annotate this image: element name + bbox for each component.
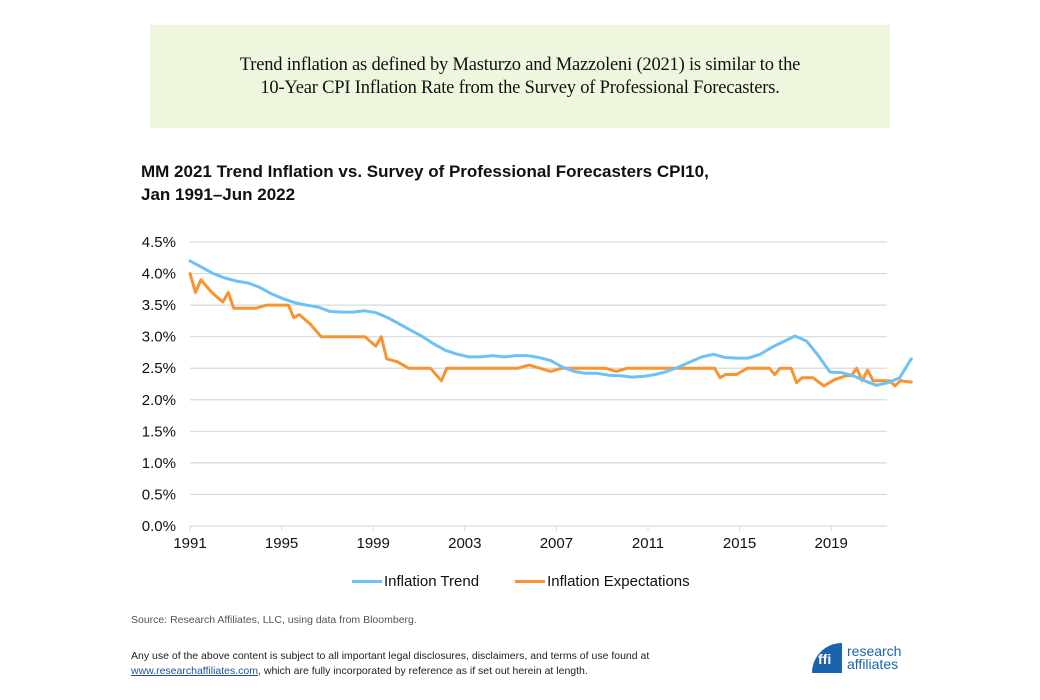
y-axis-ticks: 0.0% 0.5% 1.0% 1.5% 2.0% 2.5% 3.0% 3.5% 4.0% 4.5% [142,234,176,535]
grid-lines [190,241,887,527]
y-tick-label: 1.5% [142,423,176,440]
x-tick-label: 1995 [265,535,298,552]
logo-mark-icon: ffi [812,643,842,673]
banner-line-1: Trend inflation as defined by Masturzo a… [239,54,801,75]
x-tick-label: 1999 [357,535,390,552]
x-axis-ticks: 1991 1995 1999 2003 2007 2011 2015 2019 [173,526,848,552]
legend-label-inflation-trend: Inflation Trend [384,573,480,590]
logo-line-1: research [847,643,902,659]
chart-legend: Inflation Trend Inflation Expectations [352,573,690,590]
x-tick-label: 2019 [815,535,848,552]
chart-title-line-2: Jan 1991–Jun 2022 [141,185,296,204]
disclaimer: Any use of the above content is subject … [131,649,649,679]
legend-item-inflation-trend: Inflation Trend [352,573,479,590]
y-tick-label: 0.0% [142,518,176,535]
legend-item-inflation-expectations: Inflation Expectations [515,573,690,590]
source-note: Source: Research Affiliates, LLC, using … [131,614,417,626]
y-tick-label: 0.5% [142,486,176,503]
research-affiliates-logo: ffi research affiliates [812,643,901,673]
legend-swatch-inflation-expectations [515,580,546,583]
website-link[interactable]: www.researchaffiliates.com [131,665,259,677]
chart-title: MM 2021 Trend Inflation vs. Survey of Pr… [141,160,709,206]
x-tick-label: 2003 [448,535,481,552]
banner-line-2: 10-Year CPI Inflation Rate from the Surv… [260,77,780,98]
y-tick-label: 1.0% [142,455,176,472]
logo-line-2: affiliates [847,656,899,672]
logo-wordmark: research affiliates [847,643,902,672]
y-tick-label: 2.0% [142,392,176,409]
legend-swatch-inflation-trend [352,580,382,583]
x-tick-label: 2015 [723,535,756,552]
callout-banner: Trend inflation as defined by Masturzo a… [150,25,890,128]
disclaimer-line-1: Any use of the above content is subject … [131,650,650,662]
series-lines [188,259,913,388]
x-tick-label: 2011 [632,535,664,552]
x-tick-label: 1991 [173,535,206,552]
x-tick-label: 2007 [540,535,573,552]
series-line-inflation-trend [188,259,913,387]
series-line-inflation-expectations [188,272,913,388]
disclaimer-line-2: , which are fully incorporated by refere… [258,665,588,677]
chart-title-line-1: MM 2021 Trend Inflation vs. Survey of Pr… [141,162,709,181]
y-tick-label: 2.5% [142,360,176,377]
y-tick-label: 4.5% [142,234,176,251]
y-tick-label: 3.5% [142,297,176,314]
y-tick-label: 4.0% [142,266,176,283]
y-tick-label: 3.0% [142,329,176,346]
logo-mark-glyph: ffi [818,651,832,667]
legend-label-inflation-expectations: Inflation Expectations [547,573,690,590]
